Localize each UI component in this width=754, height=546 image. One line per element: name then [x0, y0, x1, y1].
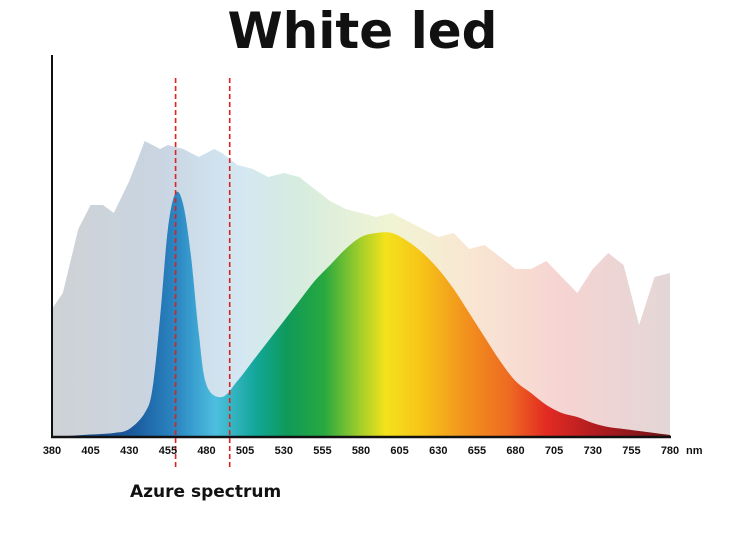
x-tick-labels: 380 405 430 455 480 505 530 555 580 605 630 655 680 7… — [43, 445, 679, 457]
x-tick-label: 505 — [236, 445, 254, 457]
x-tick-label: 555 — [313, 445, 331, 457]
x-tick-label: 380 — [43, 445, 61, 457]
x-tick-label: 405 — [81, 445, 99, 457]
x-tick-label: 580 — [352, 445, 370, 457]
x-tick-label: 630 — [429, 445, 447, 457]
x-tick-label: 530 — [275, 445, 293, 457]
x-tick-label: 455 — [159, 445, 177, 457]
x-tick-label: 755 — [622, 445, 640, 457]
x-tick-label: 705 — [545, 445, 563, 457]
x-tick-label: 480 — [197, 445, 215, 457]
azure-spectrum-label: Azure spectrum — [130, 482, 282, 502]
chart-title: White led — [227, 2, 498, 60]
x-tick-label: 655 — [468, 445, 486, 457]
white-led-spectrum-area — [52, 191, 670, 437]
x-tick-label: 680 — [506, 445, 524, 457]
x-tick-label: 730 — [584, 445, 602, 457]
x-unit-label: nm — [686, 445, 703, 457]
x-tick-label: 780 — [661, 445, 679, 457]
x-tick-label: 605 — [390, 445, 408, 457]
x-tick-label: 430 — [120, 445, 138, 457]
